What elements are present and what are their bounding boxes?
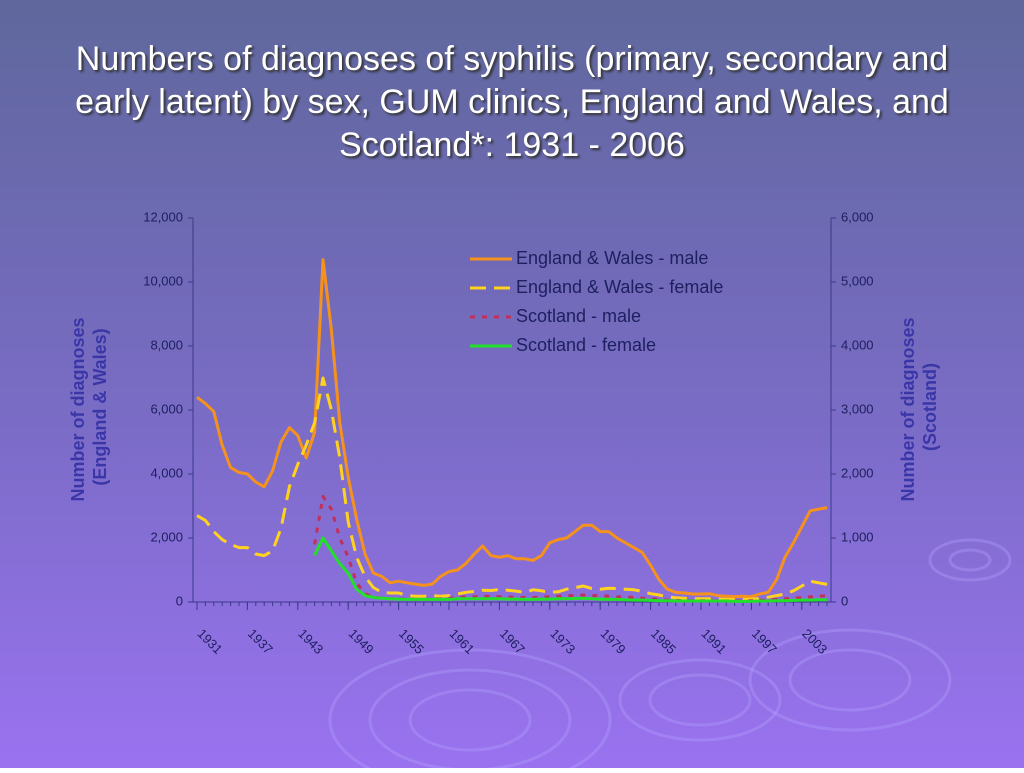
y2-axis-label-text: Number of diagnoses bbox=[898, 317, 918, 501]
legend-label: Scotland - female bbox=[516, 335, 656, 355]
y2-tick-label: 0 bbox=[841, 593, 848, 608]
axis-label-line: (Scotland) bbox=[920, 363, 940, 451]
y-tick-label: 2,000 bbox=[150, 529, 183, 544]
legend-label: England & Wales - female bbox=[516, 277, 723, 297]
y2-tick-label: 4,000 bbox=[841, 337, 874, 352]
y-tick-label: 10,000 bbox=[143, 273, 183, 288]
title-box: Numbers of diagnoses of syphilis (primar… bbox=[75, 40, 949, 164]
axis-label-line: (England & Wales) bbox=[90, 328, 110, 485]
y2-tick-label: 3,000 bbox=[841, 401, 874, 416]
y-tick-label: 0 bbox=[176, 593, 183, 608]
y2-tick-label: 2,000 bbox=[841, 465, 874, 480]
y2-tick-label: 5,000 bbox=[841, 273, 874, 288]
legend-label: England & Wales - male bbox=[516, 248, 708, 268]
y2-axis-label: Number of diagnoses (Scotland) bbox=[898, 312, 940, 501]
series-line bbox=[313, 494, 828, 603]
series-line bbox=[313, 536, 827, 603]
y-axis-label: Number of diagnoses (England & Wales) bbox=[68, 312, 110, 501]
y-tick-label: 6,000 bbox=[150, 401, 183, 416]
chart-title: Numbers of diagnoses of syphilis (primar… bbox=[75, 40, 949, 164]
y-tick-label: 12,000 bbox=[143, 209, 183, 224]
legend-label: Scotland - male bbox=[516, 306, 641, 326]
series-line bbox=[196, 376, 828, 601]
y-tick-label: 4,000 bbox=[150, 465, 183, 480]
y2-tick-label: 1,000 bbox=[841, 529, 874, 544]
series-line bbox=[196, 258, 828, 599]
y-axis-label-text: Number of diagnoses bbox=[68, 317, 88, 501]
y2-tick-label: 6,000 bbox=[841, 209, 874, 224]
y-tick-label: 8,000 bbox=[150, 337, 183, 352]
